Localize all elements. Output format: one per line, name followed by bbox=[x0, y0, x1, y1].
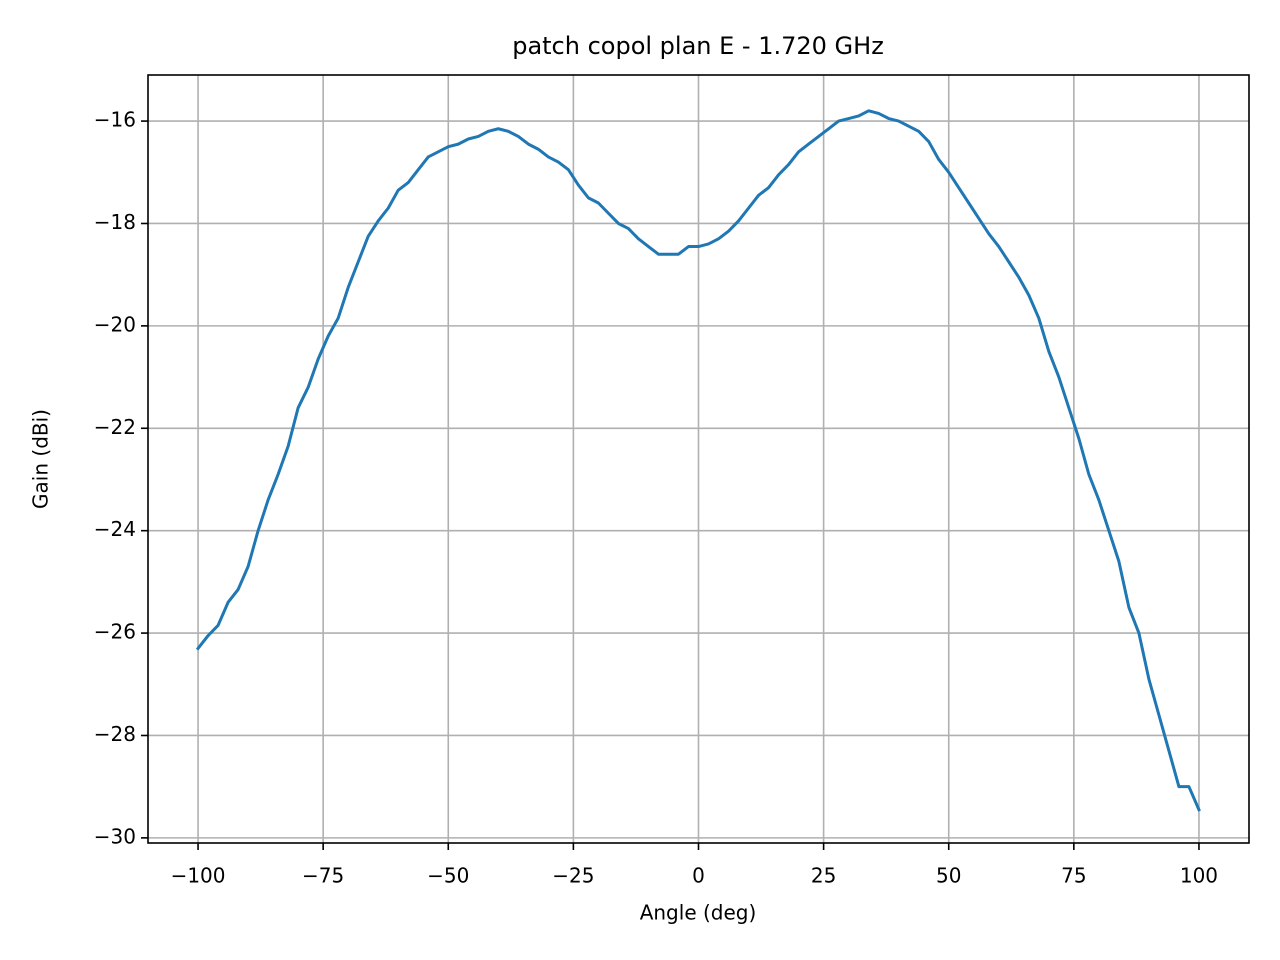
y-tick-label: −24 bbox=[94, 517, 136, 541]
x-tick-label: 75 bbox=[1061, 864, 1086, 888]
y-tick-label: −20 bbox=[94, 312, 136, 336]
y-tick-label: −28 bbox=[94, 722, 136, 746]
x-tick-label: 50 bbox=[936, 864, 961, 888]
x-axis-label: Angle (deg) bbox=[640, 901, 757, 925]
y-tick-label: −18 bbox=[94, 210, 136, 234]
x-tick-label: −100 bbox=[171, 864, 226, 888]
plot-frame bbox=[147, 74, 1250, 844]
chart-title: patch copol plan E - 1.720 GHz bbox=[512, 32, 884, 60]
y-tick-label: −26 bbox=[94, 620, 136, 644]
x-tick-label: 100 bbox=[1180, 864, 1218, 888]
y-tick-label: −16 bbox=[94, 108, 136, 132]
y-tick-label: −30 bbox=[94, 824, 136, 848]
x-tick-label: −25 bbox=[552, 864, 594, 888]
y-axis-label: Gain (dBi) bbox=[29, 409, 53, 509]
x-tick-label: −75 bbox=[302, 864, 344, 888]
data-line bbox=[195, 109, 1201, 812]
x-tick-label: 0 bbox=[692, 864, 705, 888]
y-tick-label: −22 bbox=[94, 415, 136, 439]
x-tick-label: −50 bbox=[427, 864, 469, 888]
x-tick-label: 25 bbox=[811, 864, 836, 888]
